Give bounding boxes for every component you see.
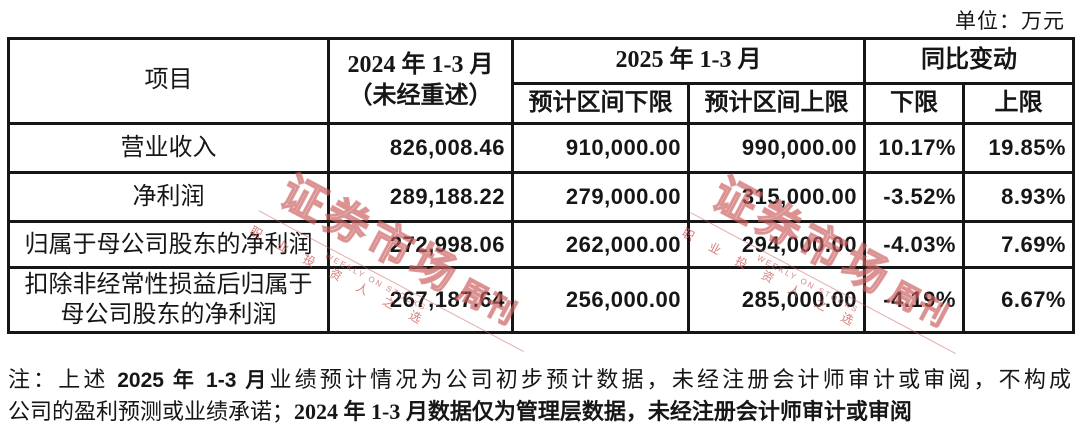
unit-label: 单位：万元 xyxy=(955,9,1065,33)
header-period-2025: 2025 年 1-3 月 xyxy=(511,37,866,85)
footnote-bold-clause: 2024 年 1-3 月数据仅为管理层数据，未经注册会计师审计或审阅 xyxy=(294,399,912,424)
cell-yoy-low: 10.17% xyxy=(863,122,965,174)
footnote: 注：上述 2025 年 1-3 月业绩预计情况为公司初步预计数据，未经注册会计师… xyxy=(8,364,1071,427)
cell-yoy-low: -3.52% xyxy=(863,171,965,223)
table-row-revenue: 营业收入 826,008.46 910,000.00 990,000.00 10… xyxy=(7,122,1075,174)
table-row-attributable-profit: 归属于母公司股东的净利润 272,998.06 262,000.00 294,0… xyxy=(7,220,1075,269)
header-row-sub: 预计区间下限 预计区间上限 下限 上限 xyxy=(9,82,1075,125)
footnote-line-1: 注：上述 2025 年 1-3 月业绩预计情况为公司初步预计数据，未经注册会计师… xyxy=(8,364,1071,396)
cell-est-low: 910,000.00 xyxy=(511,122,690,174)
earnings-forecast-table: 项目 2024 年 1-3 月 （未经重述） 2025 年 1-3 月 同比变动… xyxy=(7,37,1075,334)
cell-2024-value: 826,008.46 xyxy=(327,122,514,174)
row-item-label: 扣除非经常性损益后归属于 母公司股东的净利润 xyxy=(7,266,330,334)
header-yoy-change: 同比变动 xyxy=(863,37,1075,85)
cell-yoy-high: 19.85% xyxy=(962,122,1075,174)
row-item-label: 归属于母公司股东的净利润 xyxy=(7,220,330,269)
cell-est-low: 256,000.00 xyxy=(511,266,690,334)
table-row-net-profit: 净利润 289,188.22 279,000.00 315,000.00 -3.… xyxy=(7,171,1075,223)
footnote-text: 公司的盈利预测或业绩承诺； xyxy=(8,399,295,424)
cell-est-high: 315,000.00 xyxy=(687,171,866,223)
cell-est-low: 279,000.00 xyxy=(511,171,690,223)
footnote-line-2: 公司的盈利预测或业绩承诺；2024 年 1-3 月数据仅为管理层数据，未经注册会… xyxy=(8,396,1071,427)
cell-2024-value: 267,187.64 xyxy=(327,266,514,334)
header-row-top: 项目 2024 年 1-3 月 （未经重述） 2025 年 1-3 月 同比变动 xyxy=(7,37,1075,125)
footnote-text: 注：上述 xyxy=(8,367,118,392)
footnote-text: 业绩预计情况为公司初步预计数据，未经注册会计师审计或审阅，不构成 xyxy=(269,367,1071,392)
cell-yoy-low: -4.19% xyxy=(863,266,965,334)
cell-est-low: 262,000.00 xyxy=(511,220,690,269)
cell-2024-value: 272,998.06 xyxy=(327,220,514,269)
header-yoy-lower: 下限 xyxy=(863,82,965,125)
cell-yoy-high: 6.67% xyxy=(962,266,1075,334)
footnote-bold-period: 2025 年 1-3 月 xyxy=(117,369,270,392)
cell-2024-value: 289,188.22 xyxy=(327,171,514,223)
cell-est-high: 990,000.00 xyxy=(687,122,866,174)
header-est-upper: 预计区间上限 xyxy=(687,82,866,125)
row-item-label: 营业收入 xyxy=(7,122,330,174)
header-item: 项目 xyxy=(7,37,330,125)
cell-est-high: 285,000.00 xyxy=(687,266,866,334)
header-period-2024: 2024 年 1-3 月 （未经重述） xyxy=(327,37,514,125)
cell-yoy-low: -4.03% xyxy=(863,220,965,269)
table-row-deducted-profit: 扣除非经常性损益后归属于 母公司股东的净利润 267,187.64 256,00… xyxy=(7,266,1075,334)
cell-est-high: 294,000.00 xyxy=(687,220,866,269)
row-item-label: 净利润 xyxy=(7,171,330,223)
header-est-lower: 预计区间下限 xyxy=(511,82,690,125)
cell-yoy-high: 7.69% xyxy=(962,220,1075,269)
cell-yoy-high: 8.93% xyxy=(962,171,1075,223)
header-yoy-upper: 上限 xyxy=(962,82,1075,125)
